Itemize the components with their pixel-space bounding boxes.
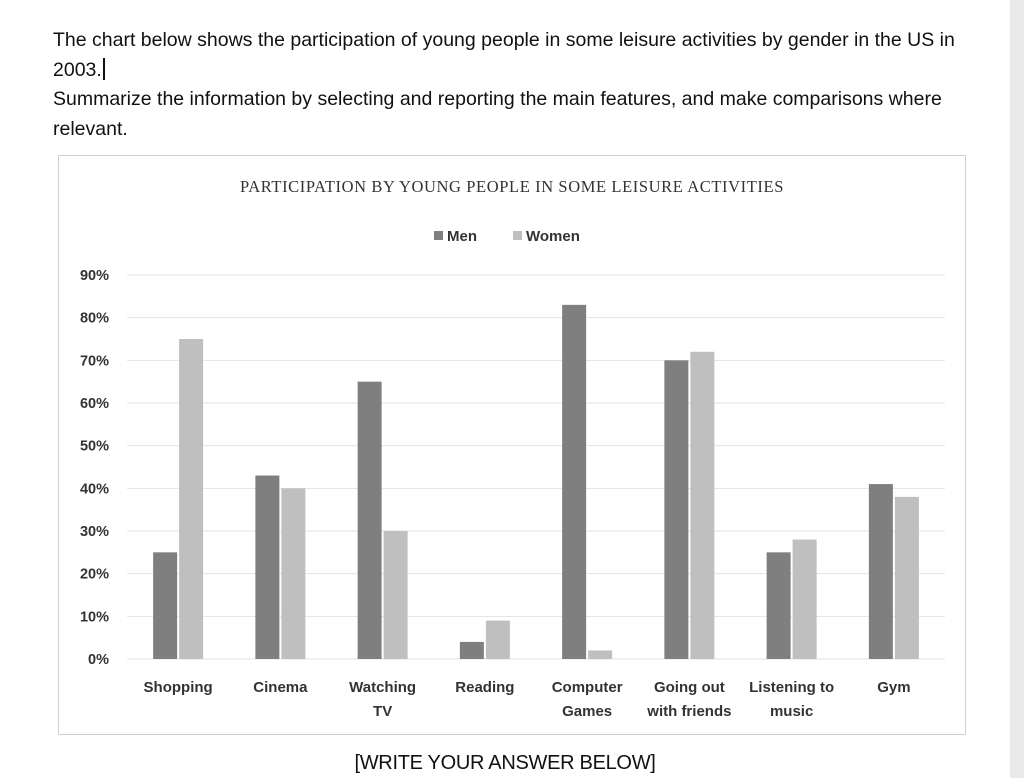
chart-gridlines: [127, 274, 945, 660]
y-tick-label: 10%: [80, 609, 109, 625]
bar-women-7: [894, 496, 919, 659]
legend-swatch-women: [513, 231, 522, 240]
x-category-label: Listening to music: [749, 679, 834, 720]
x-category-label: Shopping: [144, 679, 213, 696]
bar-women-4: [588, 650, 613, 659]
bar-women-2: [383, 531, 408, 659]
x-category-label: Reading: [455, 679, 514, 696]
bar-men-7: [868, 484, 893, 659]
y-tick-label: 0%: [88, 652, 109, 668]
y-tick-label: 70%: [80, 353, 109, 369]
y-tick-label: 30%: [80, 524, 109, 540]
prompt-line-1-text: The chart below shows the participation …: [53, 29, 955, 81]
bar-men-0: [153, 552, 178, 659]
answer-instruction: [WRITE YOUR ANSWER BELOW]: [354, 752, 656, 774]
task-prompt: The chart below shows the participation …: [53, 26, 973, 144]
x-category-label: Going out with friends: [646, 679, 731, 720]
prompt-line-2: Summarize the information by selecting a…: [53, 88, 942, 140]
bar-men-1: [255, 475, 280, 659]
chart-legend: Men Women: [434, 228, 580, 245]
chart-title: PARTICIPATION BY YOUNG PEOPLE IN SOME LE…: [240, 177, 784, 196]
y-tick-label: 80%: [80, 311, 109, 327]
legend-swatch-men: [434, 231, 443, 240]
bar-women-3: [485, 620, 510, 659]
y-tick-label: 50%: [80, 439, 109, 455]
prompt-line-1: The chart below shows the participation …: [53, 26, 973, 85]
y-axis: 0% 10% 20% 30% 40% 50% 60% 70% 80% 90%: [80, 268, 109, 668]
legend-label-men: Men: [447, 228, 477, 245]
bar-women-1: [281, 488, 306, 659]
bar-men-2: [357, 381, 382, 659]
window-edge: [1010, 0, 1024, 778]
y-tick-label: 20%: [80, 567, 109, 583]
text-caret: [102, 57, 105, 80]
y-tick-label: 40%: [80, 481, 109, 497]
x-axis: Shopping Cinema Watching TV Reading Computer G…: [144, 679, 911, 720]
bar-men-4: [562, 304, 587, 659]
bar-women-5: [690, 351, 715, 659]
bar-men-3: [459, 641, 484, 659]
bar-women-0: [179, 339, 204, 659]
x-category-label: Cinema: [253, 679, 308, 696]
x-category-label: Watching TV: [349, 679, 416, 720]
chart-frame: PARTICIPATION BY YOUNG PEOPLE IN SOME LE…: [58, 155, 966, 735]
bar-chart: PARTICIPATION BY YOUNG PEOPLE IN SOME LE…: [80, 177, 945, 720]
x-category-label: Gym: [877, 679, 910, 696]
bar-men-6: [766, 552, 791, 659]
y-tick-label: 90%: [80, 268, 109, 284]
chart-bars: [153, 304, 919, 659]
legend-label-women: Women: [526, 228, 580, 245]
x-category-label: Computer Games: [552, 679, 623, 720]
bar-men-5: [664, 360, 689, 659]
bar-women-6: [792, 539, 817, 659]
y-tick-label: 60%: [80, 396, 109, 412]
